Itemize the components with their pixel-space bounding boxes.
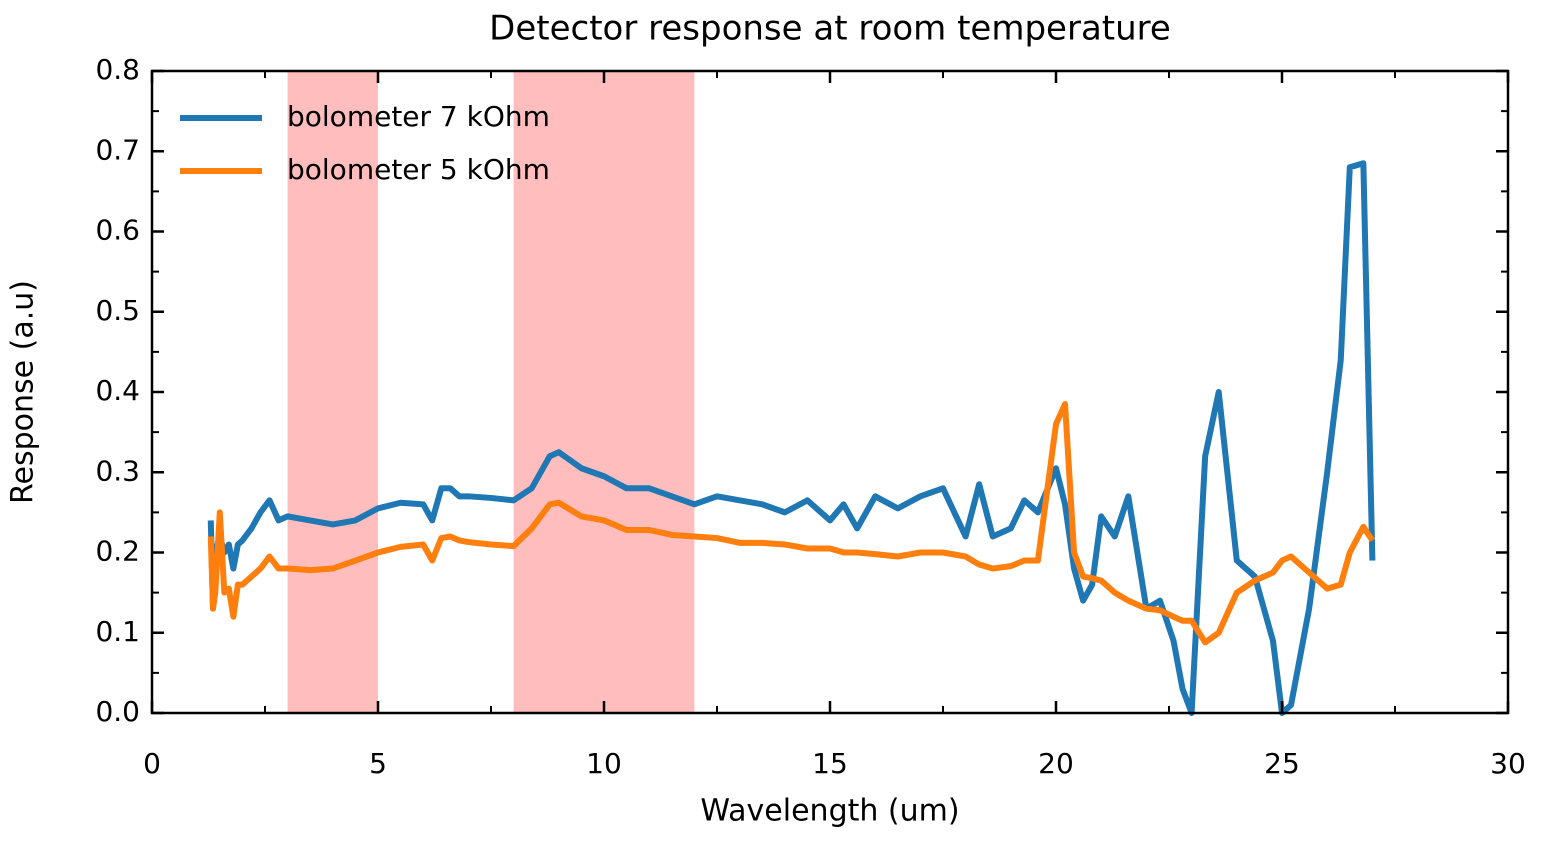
lines <box>207 160 1376 716</box>
series-line <box>207 160 1376 716</box>
y-tick-label: 0.1 <box>95 615 140 648</box>
chart-title: Detector response at room temperature <box>489 9 1171 49</box>
y-tick-label: 0.5 <box>95 294 140 327</box>
y-tick-label: 0.2 <box>95 535 140 568</box>
x-tick-label: 15 <box>812 747 848 780</box>
y-tick-label: 0.0 <box>95 695 140 728</box>
x-tick-label: 30 <box>1490 747 1526 780</box>
legend-label: bolometer 5 kOhm <box>287 153 550 186</box>
shaded-span <box>513 71 695 713</box>
y-tick-label: 0.8 <box>95 53 140 86</box>
axes: 0 5 10 15 20 25 30 0.0 0.1 0.2 0.3 0.4 0.5 0.6 0.7 0.8 b… <box>95 53 1525 780</box>
plot-frame <box>150 69 1510 715</box>
x-axis-label: Wavelength (um) <box>700 794 959 829</box>
spans <box>287 71 695 713</box>
shaded-span <box>287 71 378 713</box>
x-tick-label: 25 <box>1264 747 1300 780</box>
y-tick-label: 0.7 <box>95 133 140 166</box>
y-tick-label: 0.4 <box>95 374 140 407</box>
y-tick-label: 0.6 <box>95 214 140 247</box>
x-tick-label: 0 <box>143 747 161 780</box>
x-tick-label: 5 <box>369 747 387 780</box>
y-tick-label: 0.3 <box>95 454 140 487</box>
x-tick-label: 20 <box>1038 747 1074 780</box>
legend-label: bolometer 7 kOhm <box>287 100 550 133</box>
y-axis-label: Response (a.u) <box>6 280 41 504</box>
series-line <box>207 401 1375 646</box>
x-tick-label: 10 <box>586 747 622 780</box>
